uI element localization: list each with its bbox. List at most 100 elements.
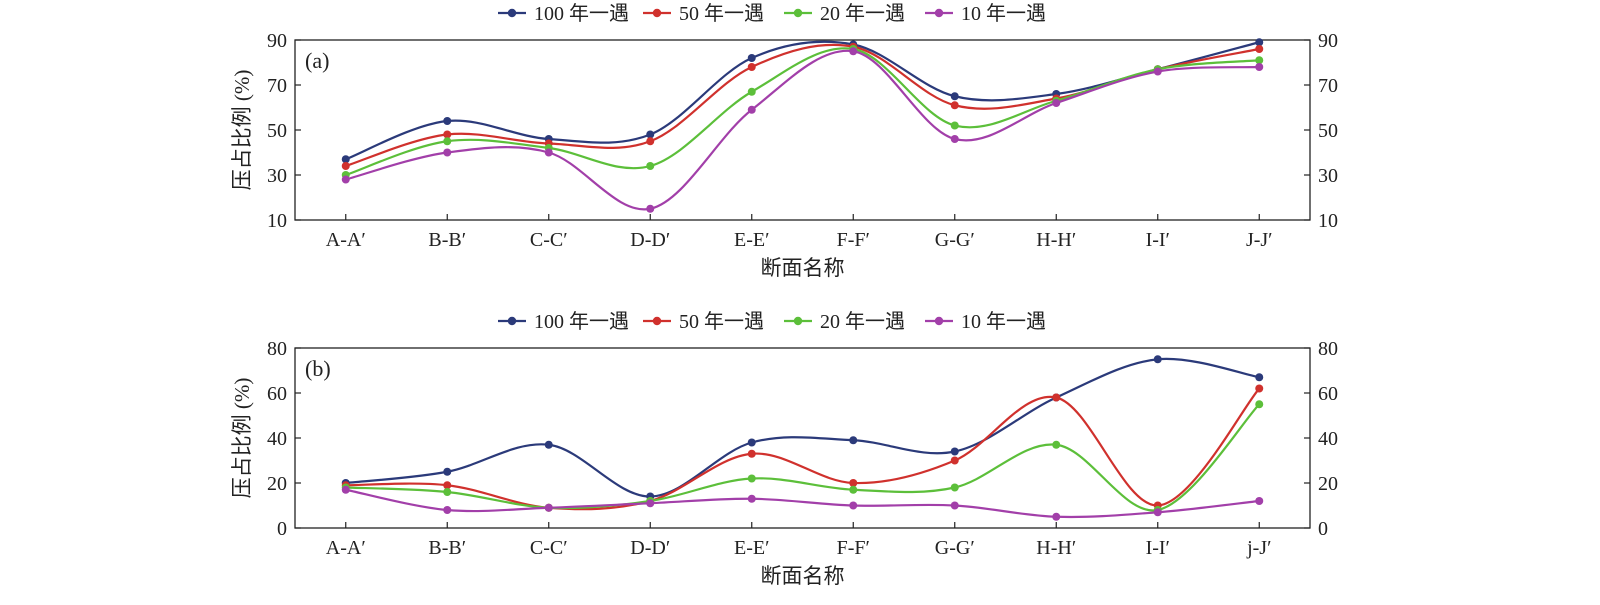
- legend-marker: [793, 8, 803, 18]
- y-tick-label-left: 50: [267, 120, 287, 142]
- data-point: [747, 87, 756, 96]
- x-tick-label: I-I′: [1146, 229, 1170, 251]
- y-tick-label-right: 20: [1318, 473, 1338, 495]
- data-point: [1255, 497, 1264, 505]
- data-point: [747, 474, 756, 483]
- data-point: [950, 447, 959, 456]
- x-axis-label: 断面名称: [761, 564, 845, 588]
- chart-panel-b: 100 年一遇 50 年一遇 20 年一遇 10 年一遇 0 0 20 20 40 40 60 60 8…: [230, 310, 1338, 588]
- data-point: [1255, 400, 1264, 409]
- y-tick-label-left: 60: [267, 383, 287, 405]
- x-axis-label: 断面名称: [761, 256, 845, 280]
- panel-label: (b): [305, 356, 331, 381]
- data-point: [1255, 56, 1264, 65]
- legend-marker: [652, 316, 662, 326]
- x-tick-label: D-D′: [630, 229, 670, 251]
- data-point: [747, 54, 756, 62]
- y-tick-label-left: 0: [277, 518, 287, 540]
- x-tick-label: F-F′: [837, 537, 870, 559]
- x-tick-label: J-J′: [1246, 229, 1273, 251]
- legend-item: 50 年一遇: [643, 310, 764, 333]
- data-point: [1052, 440, 1061, 449]
- legend-label: 20 年一遇: [820, 310, 905, 333]
- data-point: [443, 117, 452, 125]
- legend-label: 20 年一遇: [820, 2, 905, 25]
- data-point: [1153, 508, 1162, 517]
- data-point: [443, 467, 452, 476]
- data-point: [950, 501, 959, 510]
- x-tick-label: A-A′: [326, 229, 366, 251]
- data-point: [443, 488, 452, 496]
- data-point: [950, 456, 959, 465]
- data-point: [341, 155, 350, 164]
- x-tick-label: E-E′: [734, 229, 769, 251]
- data-point: [1052, 393, 1061, 402]
- data-point: [950, 121, 959, 130]
- x-tick-label: A-A′: [326, 537, 366, 559]
- series-line: [345, 387, 1261, 511]
- legend-label: 10 年一遇: [961, 310, 1046, 333]
- legend-item: 20 年一遇: [784, 310, 905, 333]
- series-line: [345, 357, 1260, 498]
- x-tick-label: D-D′: [630, 537, 670, 559]
- data-point: [1255, 373, 1264, 382]
- data-point: [443, 137, 452, 146]
- data-point: [747, 63, 756, 71]
- data-point: [646, 130, 655, 139]
- data-point: [341, 162, 350, 170]
- data-point: [646, 137, 655, 146]
- x-tick-label: B-B′: [428, 537, 466, 559]
- chart-panel-a: 100 年一遇 50 年一遇 20 年一遇 10 年一遇 10 10 30 30 50 50 70 7…: [230, 2, 1338, 280]
- legend-marker: [507, 8, 517, 18]
- data-point: [341, 175, 350, 184]
- y-tick-label-left: 10: [267, 210, 287, 232]
- data-point: [1255, 384, 1264, 393]
- legend-label: 100 年一遇: [534, 310, 629, 333]
- data-point: [646, 499, 655, 508]
- legend-label: 100 年一遇: [534, 2, 629, 25]
- legend-item: 20 年一遇: [784, 2, 905, 25]
- y-tick-label-right: 0: [1318, 518, 1328, 540]
- legend-marker: [934, 316, 944, 326]
- data-point: [849, 501, 858, 510]
- y-axis-label: 压占比例 (%): [230, 378, 254, 499]
- data-point: [646, 204, 655, 213]
- y-tick-label-right: 10: [1318, 210, 1338, 232]
- y-tick-label-right: 70: [1318, 75, 1338, 97]
- y-tick-label-left: 40: [267, 428, 287, 450]
- y-tick-label-left: 80: [267, 338, 287, 360]
- data-point: [950, 92, 959, 101]
- legend-label: 50 年一遇: [679, 2, 764, 25]
- x-tick-label: C-C′: [530, 229, 568, 251]
- y-tick-label-right: 50: [1318, 120, 1338, 142]
- series-line: [345, 40, 1260, 161]
- series-line: [345, 403, 1261, 512]
- y-tick-label-right: 60: [1318, 383, 1338, 405]
- data-point: [1255, 38, 1264, 47]
- data-point: [443, 481, 452, 490]
- x-tick-label: G-G′: [935, 537, 975, 559]
- legend-label: 10 年一遇: [961, 2, 1046, 25]
- legend-item: 50 年一遇: [643, 2, 764, 25]
- data-point: [544, 503, 553, 512]
- y-axis-label: 压占比例 (%): [230, 70, 254, 191]
- data-point: [950, 135, 959, 143]
- data-point: [747, 449, 756, 458]
- legend-marker: [934, 8, 944, 18]
- legend-marker: [793, 316, 803, 326]
- data-point: [443, 148, 452, 157]
- y-tick-label-right: 30: [1318, 165, 1338, 187]
- y-tick-label-left: 20: [267, 473, 287, 495]
- series-line: [345, 488, 1260, 519]
- data-point: [950, 101, 959, 110]
- data-point: [849, 479, 858, 487]
- data-point: [1052, 99, 1061, 107]
- data-point: [646, 162, 655, 170]
- y-tick-label-right: 40: [1318, 428, 1338, 450]
- series-line: [345, 49, 1260, 211]
- y-tick-label-left: 90: [267, 30, 287, 52]
- data-point: [747, 438, 756, 447]
- data-point: [849, 47, 858, 56]
- data-point: [849, 436, 858, 445]
- series-line: [345, 47, 1260, 177]
